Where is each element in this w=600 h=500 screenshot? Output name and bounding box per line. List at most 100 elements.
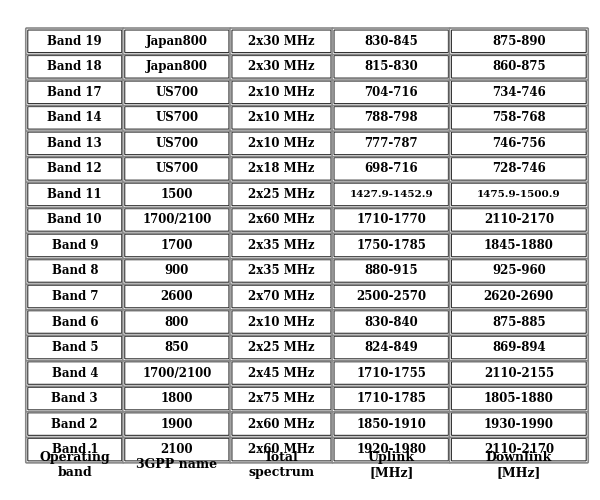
Text: 1427.9-1452.9: 1427.9-1452.9 [349,190,433,199]
Text: Band 7: Band 7 [52,290,98,303]
Text: Band 6: Band 6 [52,316,98,328]
Text: Band 14: Band 14 [47,112,102,124]
FancyBboxPatch shape [123,130,231,156]
Text: 2x60 MHz: 2x60 MHz [248,443,314,456]
Text: 746-756: 746-756 [492,137,545,150]
Text: 830-840: 830-840 [364,316,418,328]
Text: 2x10 MHz: 2x10 MHz [248,112,314,124]
FancyBboxPatch shape [230,130,333,156]
FancyBboxPatch shape [332,181,451,208]
FancyBboxPatch shape [230,386,333,412]
Text: 777-787: 777-787 [364,137,418,150]
FancyBboxPatch shape [230,104,333,131]
FancyBboxPatch shape [449,411,588,438]
FancyBboxPatch shape [449,54,588,80]
Text: Band 12: Band 12 [47,162,102,175]
Text: 1475.9-1500.9: 1475.9-1500.9 [477,190,560,199]
FancyBboxPatch shape [26,79,124,106]
FancyBboxPatch shape [449,283,588,310]
FancyBboxPatch shape [332,232,451,258]
FancyBboxPatch shape [26,386,124,412]
Text: 2x70 MHz: 2x70 MHz [248,290,314,303]
FancyBboxPatch shape [123,181,231,208]
FancyBboxPatch shape [230,156,333,182]
FancyBboxPatch shape [449,258,588,284]
Text: 1700/2100: 1700/2100 [142,214,212,226]
Text: 1920-1980: 1920-1980 [356,443,426,456]
FancyBboxPatch shape [230,206,333,233]
FancyBboxPatch shape [123,156,231,182]
Text: 2110-2155: 2110-2155 [484,366,554,380]
Text: 2x45 MHz: 2x45 MHz [248,366,314,380]
FancyBboxPatch shape [332,28,451,54]
FancyBboxPatch shape [449,28,588,54]
Text: 2x25 MHz: 2x25 MHz [248,341,315,354]
FancyBboxPatch shape [123,283,231,310]
Text: 788-798: 788-798 [364,112,418,124]
Text: 2x30 MHz: 2x30 MHz [248,60,315,74]
Text: Uplink
[MHz]: Uplink [MHz] [368,451,415,479]
FancyBboxPatch shape [26,104,124,131]
FancyBboxPatch shape [332,360,451,386]
Text: Band 10: Band 10 [47,214,102,226]
FancyBboxPatch shape [449,232,588,258]
FancyBboxPatch shape [26,436,124,463]
FancyBboxPatch shape [123,386,231,412]
FancyBboxPatch shape [332,206,451,233]
FancyBboxPatch shape [123,334,231,361]
Text: Band 3: Band 3 [52,392,98,405]
FancyBboxPatch shape [26,334,124,361]
FancyBboxPatch shape [230,79,333,106]
FancyBboxPatch shape [230,411,333,438]
Text: 1800: 1800 [161,392,193,405]
Text: 1710-1755: 1710-1755 [356,366,426,380]
FancyBboxPatch shape [123,79,231,106]
FancyBboxPatch shape [230,283,333,310]
FancyBboxPatch shape [332,411,451,438]
FancyBboxPatch shape [230,308,333,336]
FancyBboxPatch shape [123,411,231,438]
Text: 875-885: 875-885 [492,316,545,328]
FancyBboxPatch shape [123,28,231,54]
Text: Band 13: Band 13 [47,137,102,150]
FancyBboxPatch shape [230,232,333,258]
FancyBboxPatch shape [449,156,588,182]
FancyBboxPatch shape [26,232,124,258]
FancyBboxPatch shape [332,54,451,80]
Text: 2x25 MHz: 2x25 MHz [248,188,315,201]
FancyBboxPatch shape [332,436,451,463]
Text: 1500: 1500 [161,188,193,201]
FancyBboxPatch shape [230,360,333,386]
Text: Downlink
[MHz]: Downlink [MHz] [485,451,552,479]
Text: 2x35 MHz: 2x35 MHz [248,264,315,278]
Text: 2110-2170: 2110-2170 [484,443,554,456]
FancyBboxPatch shape [449,206,588,233]
Text: 880-915: 880-915 [364,264,418,278]
FancyBboxPatch shape [449,360,588,386]
FancyBboxPatch shape [26,258,124,284]
FancyBboxPatch shape [123,308,231,336]
Text: 728-746: 728-746 [492,162,545,175]
FancyBboxPatch shape [449,386,588,412]
Text: 758-768: 758-768 [492,112,545,124]
Text: 2x60 MHz: 2x60 MHz [248,418,314,430]
Text: 734-746: 734-746 [492,86,545,99]
Text: 800: 800 [164,316,189,328]
Text: 1700/2100: 1700/2100 [142,366,212,380]
Text: 2x75 MHz: 2x75 MHz [248,392,314,405]
FancyBboxPatch shape [26,411,124,438]
Text: 1900: 1900 [161,418,193,430]
FancyBboxPatch shape [26,28,124,54]
Text: Band 9: Band 9 [52,239,98,252]
Text: 704-716: 704-716 [364,86,418,99]
Text: Band 1: Band 1 [52,443,98,456]
FancyBboxPatch shape [449,334,588,361]
Text: 2x10 MHz: 2x10 MHz [248,137,314,150]
Text: 2x10 MHz: 2x10 MHz [248,86,314,99]
Text: Japan800: Japan800 [146,35,208,48]
FancyBboxPatch shape [123,258,231,284]
Text: 2620-2690: 2620-2690 [484,290,554,303]
FancyBboxPatch shape [26,181,124,208]
FancyBboxPatch shape [123,360,231,386]
FancyBboxPatch shape [230,28,333,54]
